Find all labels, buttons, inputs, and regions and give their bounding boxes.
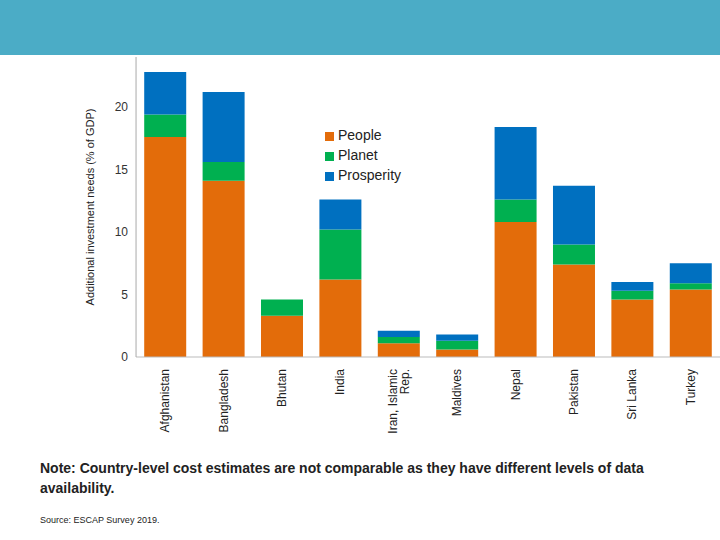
svg-text:Nepal: Nepal — [509, 369, 523, 400]
svg-text:20: 20 — [115, 100, 129, 114]
svg-text:0: 0 — [121, 350, 128, 364]
svg-text:10: 10 — [115, 225, 129, 239]
html-text:Note: Country-level cost estim: Note: Country-level cost estimates are n… — [40, 460, 644, 496]
svg-text:Bhutan: Bhutan — [275, 369, 289, 407]
svg-text:Pakistan: Pakistan — [567, 369, 581, 415]
svg-text:Additional investment needs (%: Additional investment needs (% of GDP) — [84, 109, 96, 306]
html-text:Prosperity: Prosperity — [338, 167, 401, 183]
svg-text:5: 5 — [121, 288, 128, 302]
svg-text:Afghanistan: Afghanistan — [158, 369, 172, 432]
svg-text:Sri Lanka: Sri Lanka — [625, 369, 639, 420]
html-text:People: People — [338, 127, 382, 143]
svg-text:15: 15 — [115, 163, 129, 177]
html-text:Planet: Planet — [338, 147, 378, 163]
svg-text:Maldives: Maldives — [450, 369, 464, 416]
svg-text:Iran, IslamicRep.: Iran, IslamicRep. — [386, 369, 412, 434]
svg-text:Bangladesh: Bangladesh — [217, 369, 231, 432]
svg-text:India: India — [333, 369, 347, 395]
html-text:Source: ESCAP Survey 2019.: Source: ESCAP Survey 2019. — [40, 515, 160, 525]
svg-text:Turkey: Turkey — [684, 369, 698, 405]
